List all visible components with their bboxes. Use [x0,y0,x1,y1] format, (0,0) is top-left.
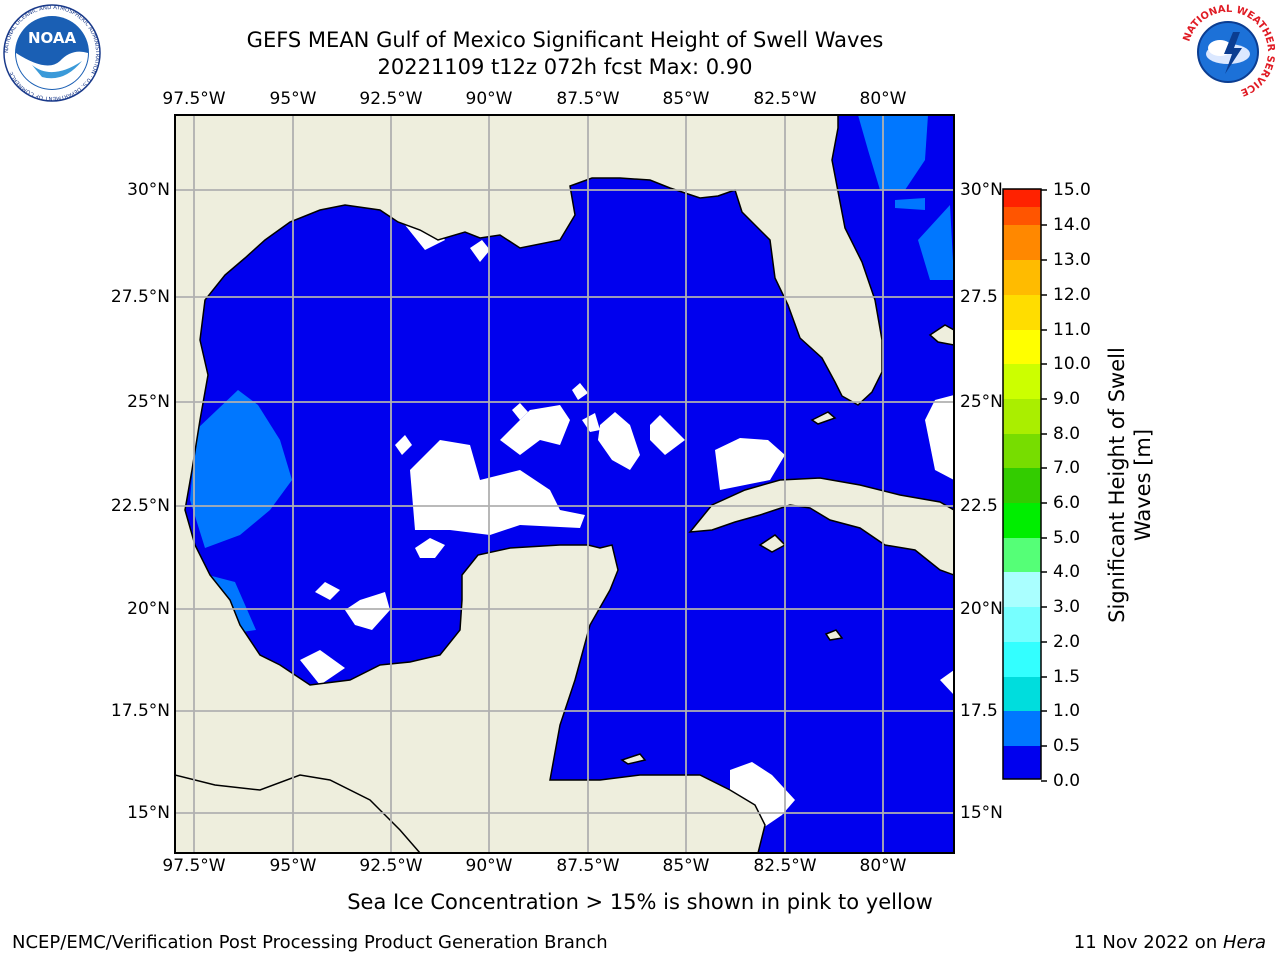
colorbar-frame [1002,188,1042,780]
colorbar [1003,189,1041,779]
sea-ice-note: Sea Ice Concentration > 15% is shown in … [347,890,933,914]
colorbar-tick-label: 1.0 [1053,701,1081,721]
colorbar-segment [1003,642,1041,677]
lat-label-left: 30°N [127,180,170,200]
lat-label-right: 17.5 [960,701,998,721]
colorbar-tick-label: 0.0 [1053,771,1081,791]
colorbar-segment [1003,364,1041,399]
swell-field-west [190,390,292,548]
colorbar-tick-label: 7.0 [1053,458,1081,478]
lat-label-right: 22.5 [960,496,998,516]
date-text: 11 Nov 2022 on [1073,932,1223,953]
lon-label-bottom: 82.5°W [753,856,817,876]
colorbar-tick-label: 2.0 [1053,632,1081,652]
map-frame [174,114,955,854]
lon-label-top: 87.5°W [556,89,620,109]
colorbar-segment [1003,746,1041,779]
map-title: GEFS MEAN Gulf of Mexico Significant Hei… [246,28,884,52]
lon-label-top: 95°W [269,89,317,109]
colorbar-segment [1003,260,1041,295]
lon-label-bottom: 95°W [269,856,317,876]
colorbar-segment [1003,189,1041,207]
colorbar-segment [1003,572,1041,607]
colorbar-segment [1003,468,1041,503]
map-subtitle: 20221109 t12z 072h fcst Max: 0.90 [377,55,753,79]
colorbar-tick-label: 0.5 [1053,736,1081,756]
lat-label-left: 27.5°N [110,287,170,307]
map-panel [175,115,954,853]
date-stamp: 11 Nov 2022 on Hera [1074,932,1266,953]
lon-label-top: 80°W [859,89,907,109]
lon-label-bottom: 87.5°W [556,856,620,876]
swell-field-atlantic [858,115,928,190]
lon-label-top: 85°W [662,89,710,109]
colorbar-tick-label: 4.0 [1053,562,1081,582]
lat-label-right: 27.5 [960,287,998,307]
no-data-patches [300,218,954,830]
lon-label-top: 97.5°W [162,89,226,109]
colorbar-tick-label: 12.0 [1053,285,1091,305]
lon-label-bottom: 85°W [662,856,710,876]
noaa-wordmark: NOAA [28,29,77,47]
colorbar-tick-label: 13.0 [1053,250,1091,270]
colorbar-segment [1003,330,1041,364]
colorbar-tick-label: 11.0 [1053,320,1091,340]
colorbar-tick-label: 10.0 [1053,354,1091,374]
gridlines [175,115,954,853]
colorbar-tick-label: 14.0 [1053,215,1091,235]
lat-label-left: 22.5°N [110,496,170,516]
lon-label-top: 90°W [465,89,513,109]
lat-label-right: 15°N [960,803,1003,823]
colorbar-tick-label: 9.0 [1053,389,1081,409]
land-masses [175,115,954,853]
colorbar-ticks [1041,189,1047,782]
lat-label-left: 15°N [127,803,170,823]
colorbar-segment [1003,503,1041,538]
lat-label-left: 20°N [127,599,170,619]
lat-label-right: 25°N [960,392,1003,412]
lat-label-right: 20°N [960,599,1003,619]
colorbar-segment [1003,434,1041,468]
colorbar-tick-label: 5.0 [1053,528,1081,548]
colorbar-segment [1003,677,1041,711]
lon-label-top: 82.5°W [753,89,817,109]
nws-logo: NATIONAL WEATHER SERVICE [1180,4,1276,100]
colorbar-segment [1003,207,1041,225]
colorbar-tick-label: 3.0 [1053,597,1081,617]
colorbar-tick-label: 1.5 [1053,667,1081,687]
colorbar-segment [1003,295,1041,330]
colorbar-segment [1003,399,1041,434]
colorbar-segment [1003,225,1041,260]
credit-text: NCEP/EMC/Verification Post Processing Pr… [12,932,608,953]
noaa-logo: NATIONAL OCEANIC AND ATMOSPHERIC ADMINIS… [3,4,101,102]
colorbar-tick-label: 8.0 [1053,424,1081,444]
land-north-america [175,115,883,853]
colorbar-tick-label: 6.0 [1053,493,1081,513]
colorbar-tick-label: 15.0 [1053,180,1091,200]
colorbar-title: Significant Height of Swell Waves [m] [1104,275,1156,695]
lat-label-right: 30°N [960,180,1003,200]
colorbar-segment [1003,538,1041,572]
machine-name: Hera [1222,932,1266,953]
lon-label-bottom: 90°W [465,856,513,876]
lon-label-bottom: 80°W [859,856,907,876]
colorbar-segment [1003,711,1041,746]
lat-label-left: 17.5°N [110,701,170,721]
colorbar-segment [1003,607,1041,642]
colorbar-title-line2: Waves [m] [1131,428,1155,542]
colorbar-title-line1: Significant Height of Swell [1105,347,1129,623]
lat-label-left: 25°N [127,392,170,412]
lon-label-top: 92.5°W [359,89,423,109]
lon-label-bottom: 97.5°W [162,856,226,876]
lon-label-bottom: 92.5°W [359,856,423,876]
land-cuba [688,477,954,576]
